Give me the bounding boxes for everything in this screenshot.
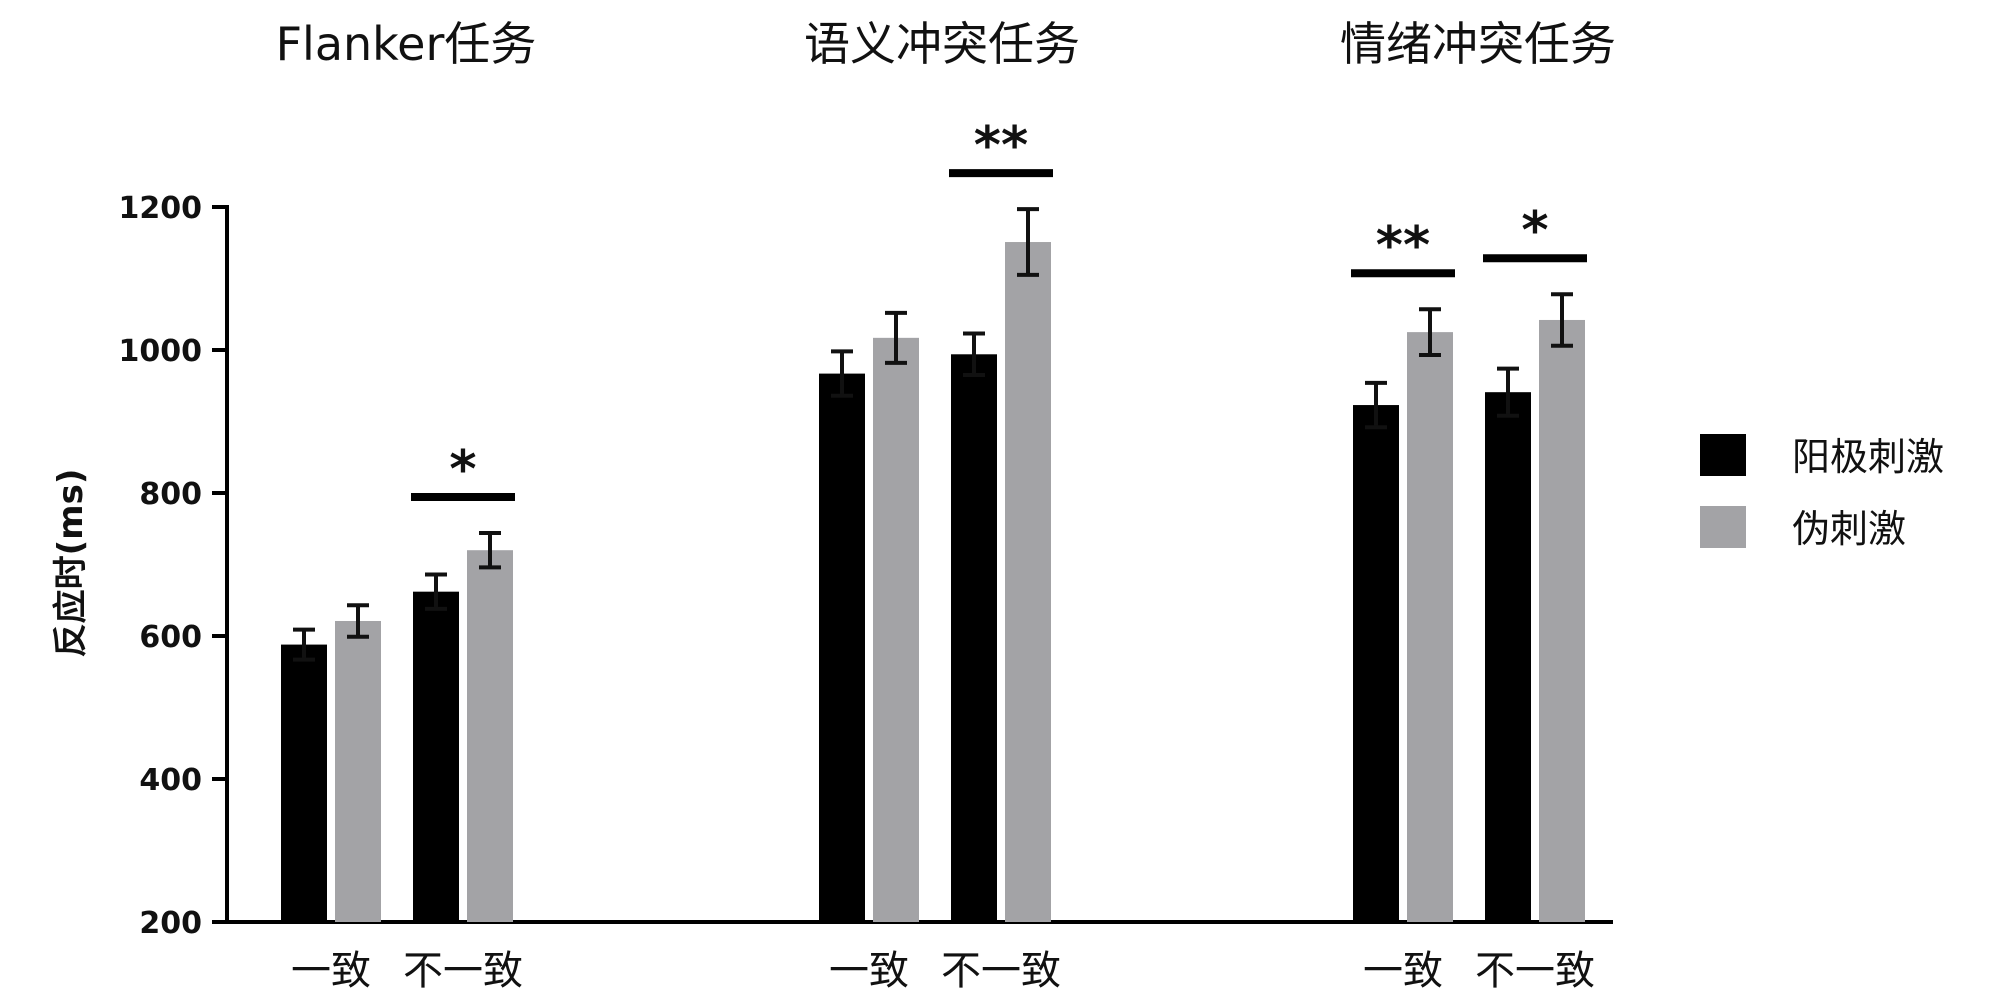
category-labels: 一致 不一致 一致 不一致 一致 不一致 <box>291 948 1595 994</box>
category-label: 不一致 <box>1475 948 1595 994</box>
category-label: 不一致 <box>941 948 1061 994</box>
legend-label-sham: 伪刺激 <box>1792 507 1906 551</box>
legend-swatch-sham <box>1700 506 1746 548</box>
y-tick-label: 800 <box>139 477 202 512</box>
panel-title: Flanker任务 <box>276 17 537 71</box>
category-label: 不一致 <box>403 948 523 994</box>
panel-title: 情绪冲突任务 <box>1340 17 1616 71</box>
y-axis-label: 反应时(ms) <box>51 469 91 658</box>
y-tick-label: 600 <box>139 620 202 655</box>
y-tick-label: 1200 <box>119 191 203 226</box>
legend-swatch-anodal <box>1700 434 1746 476</box>
significance-label: ** <box>1376 216 1430 276</box>
y-ticks: 200 400 600 800 1000 1200 <box>119 191 227 941</box>
bar-anodal <box>1353 405 1399 922</box>
bar-sham <box>1407 332 1453 922</box>
bar-sham <box>467 550 513 922</box>
significance-markers: ***** * <box>411 116 1587 502</box>
bar-sham <box>873 337 919 923</box>
bar-anodal <box>819 373 865 923</box>
significance-label: ** <box>974 116 1028 176</box>
category-label: 一致 <box>1363 948 1443 994</box>
bar-anodal <box>413 591 459 922</box>
bar-anodal <box>951 354 997 922</box>
bar-anodal <box>281 644 327 922</box>
bar-sham <box>1539 319 1585 923</box>
significance-label: * <box>449 440 476 500</box>
category-label: 一致 <box>291 948 371 994</box>
bar-sham <box>335 620 381 922</box>
category-label: 一致 <box>829 948 909 994</box>
y-tick-label: 400 <box>139 763 202 798</box>
bar-anodal <box>1485 392 1531 922</box>
bars <box>281 207 1585 923</box>
bar-sham <box>1005 242 1051 922</box>
panel-titles: Flanker任务 语义冲突任务 情绪冲突任务 <box>276 17 1616 71</box>
panel-title: 语义冲突任务 <box>804 17 1080 71</box>
y-tick-label: 1000 <box>119 334 203 369</box>
legend: 阳极刺激 伪刺激 <box>1700 434 1944 551</box>
legend-label-anodal: 阳极刺激 <box>1792 435 1944 479</box>
significance-label: * <box>1521 201 1548 261</box>
y-tick-label: 200 <box>139 906 202 941</box>
